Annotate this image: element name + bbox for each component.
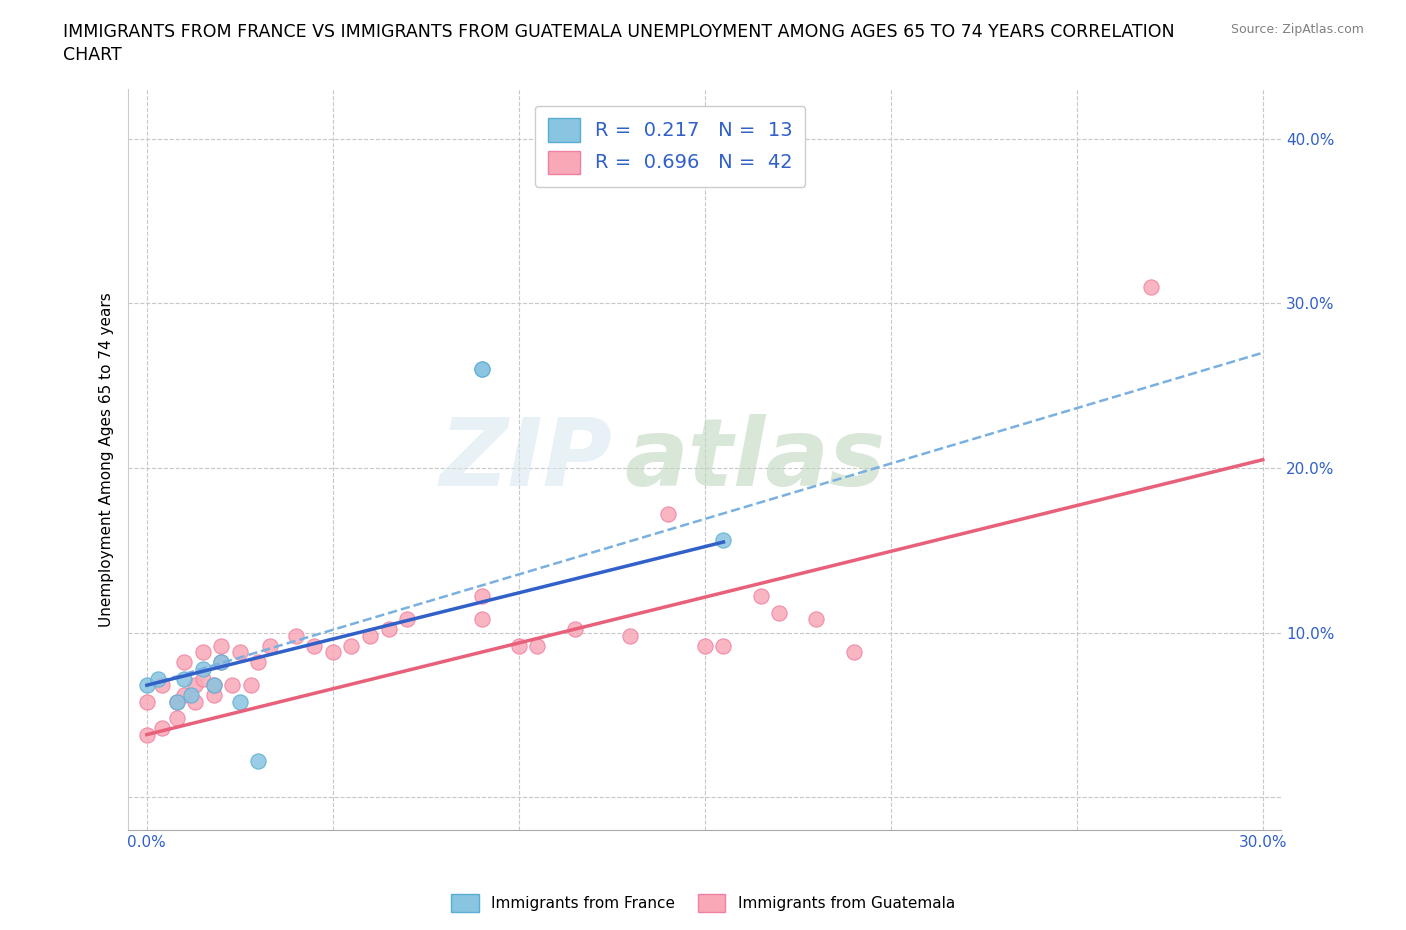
Text: IMMIGRANTS FROM FRANCE VS IMMIGRANTS FROM GUATEMALA UNEMPLOYMENT AMONG AGES 65 T: IMMIGRANTS FROM FRANCE VS IMMIGRANTS FRO…: [63, 23, 1175, 41]
Point: [749, 589, 772, 604]
Point: [359, 629, 381, 644]
Point: [322, 644, 344, 659]
Point: [284, 629, 307, 644]
Point: [135, 727, 157, 742]
Point: [713, 638, 735, 653]
Point: [150, 678, 173, 693]
Point: [806, 612, 828, 627]
Point: [135, 694, 157, 709]
Legend: Immigrants from France, Immigrants from Guatemala: Immigrants from France, Immigrants from …: [446, 888, 960, 918]
Point: [247, 655, 270, 670]
Point: [166, 711, 188, 725]
Point: [377, 622, 399, 637]
Point: [184, 694, 207, 709]
Point: [173, 671, 195, 686]
Point: [173, 655, 195, 670]
Point: [526, 638, 548, 653]
Point: [135, 678, 157, 693]
Point: [146, 671, 169, 686]
Point: [202, 678, 225, 693]
Point: [229, 644, 252, 659]
Point: [508, 638, 530, 653]
Point: [396, 612, 419, 627]
Text: CHART: CHART: [63, 46, 122, 64]
Legend: R =  0.217   N =  13, R =  0.696   N =  42: R = 0.217 N = 13, R = 0.696 N = 42: [536, 106, 806, 187]
Point: [564, 622, 586, 637]
Point: [180, 687, 202, 702]
Point: [657, 507, 679, 522]
Point: [619, 629, 641, 644]
Point: [150, 721, 173, 736]
Point: [184, 678, 207, 693]
Point: [240, 678, 263, 693]
Point: [693, 638, 716, 653]
Text: Source: ZipAtlas.com: Source: ZipAtlas.com: [1230, 23, 1364, 36]
Point: [302, 638, 325, 653]
Point: [259, 638, 281, 653]
Point: [209, 655, 232, 670]
Point: [842, 644, 865, 659]
Point: [768, 605, 790, 620]
Point: [191, 644, 214, 659]
Point: [471, 362, 494, 377]
Point: [202, 678, 225, 693]
Point: [471, 589, 494, 604]
Text: atlas: atlas: [624, 414, 886, 506]
Point: [471, 612, 494, 627]
Point: [247, 753, 270, 768]
Point: [209, 638, 232, 653]
Point: [166, 694, 188, 709]
Point: [173, 687, 195, 702]
Point: [191, 671, 214, 686]
Point: [713, 533, 735, 548]
Point: [229, 694, 252, 709]
Point: [166, 694, 188, 709]
Point: [340, 638, 363, 653]
Point: [191, 661, 214, 676]
Y-axis label: Unemployment Among Ages 65 to 74 years: Unemployment Among Ages 65 to 74 years: [100, 292, 114, 627]
Point: [221, 678, 243, 693]
Point: [202, 687, 225, 702]
Point: [209, 655, 232, 670]
Point: [1140, 279, 1163, 294]
Text: ZIP: ZIP: [440, 414, 613, 506]
Point: [471, 362, 494, 377]
